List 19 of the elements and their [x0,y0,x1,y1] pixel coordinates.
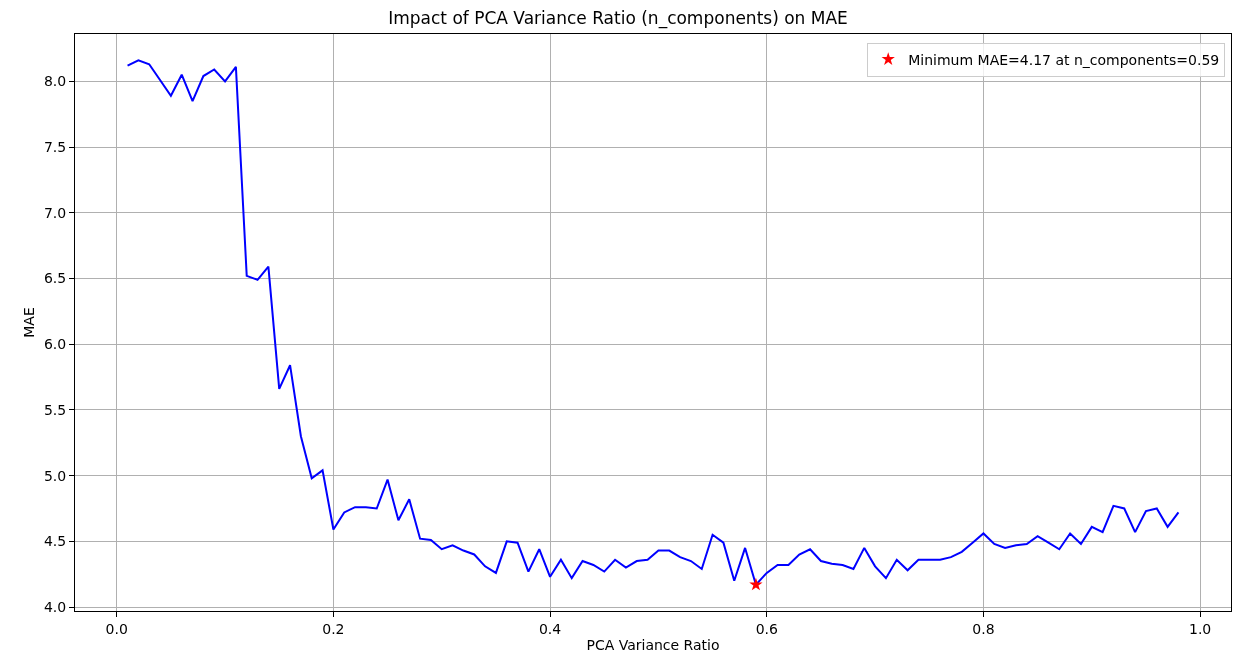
y-tick-label: 6.0 [43,336,67,353]
x-tick-label: 0.8 [972,620,995,637]
x-tick-label: 0.0 [105,620,128,637]
y-tick-label: 4.5 [43,533,67,550]
y-tick-label: 7.5 [43,138,67,155]
y-axis-title: MAE [20,307,37,338]
y-tick-label: 5.5 [43,401,67,418]
chart-title: Impact of PCA Variance Ratio (n_components) on MAE [388,7,848,29]
y-tick-label: 5.0 [43,467,67,484]
x-axis-title: PCA Variance Ratio [586,637,720,654]
y-tick-label: 8.0 [43,73,67,90]
y-tick-label: 6.5 [43,270,67,287]
legend-label: Minimum MAE=4.17 at n_components=0.59 [908,51,1220,68]
x-tick-label: 0.6 [755,620,778,637]
x-tick-label: 0.4 [538,620,562,637]
y-tick-label: 4.0 [43,598,67,615]
x-tick-label: 1.0 [1188,620,1212,637]
y-tick-label: 7.0 [43,204,67,221]
x-tick-label: 0.2 [322,620,345,637]
